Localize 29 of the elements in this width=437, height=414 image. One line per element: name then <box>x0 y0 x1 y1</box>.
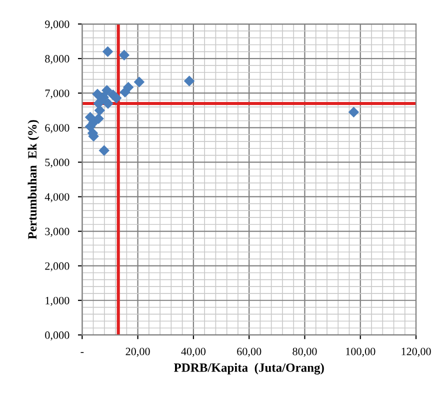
point <box>118 50 130 60</box>
x-tick-label: - <box>80 352 84 353</box>
x-tick-label: 120,00 <box>402 348 431 357</box>
point <box>134 76 145 88</box>
point <box>93 113 104 124</box>
y-tick-label: 3,000 <box>45 228 70 237</box>
y-tick-label: 1,000 <box>46 296 70 306</box>
x-tick-label: 60,00 <box>237 348 262 357</box>
x-tick-label: 100,00 <box>346 348 376 357</box>
y-tick-label: 8,000 <box>45 55 70 64</box>
y-tick-label: 0,000 <box>45 331 70 340</box>
x-tick-label: 40,00 <box>181 348 206 357</box>
point <box>98 145 110 156</box>
y-tick-label: 9,000 <box>45 20 70 30</box>
y-tick-label: 7,000 <box>45 90 70 99</box>
point <box>348 106 360 118</box>
y-axis-title: Pertumbuhan Ek (%) <box>28 120 40 240</box>
y-tick-label: 6,000 <box>45 124 70 134</box>
x-tick-label: 80,00 <box>292 348 317 357</box>
y-tick-label: 2,000 <box>45 262 70 272</box>
point <box>102 84 112 96</box>
x-axis-title: PDRB/Kapita (Juta/Orang) <box>174 363 324 374</box>
y-tick-label: 4,000 <box>44 193 70 202</box>
point <box>102 46 114 58</box>
x-tick-label: 20,00 <box>126 348 150 357</box>
y-tick-label: 5,000 <box>45 158 70 168</box>
point <box>111 92 122 104</box>
point <box>120 86 130 98</box>
point <box>184 76 195 86</box>
